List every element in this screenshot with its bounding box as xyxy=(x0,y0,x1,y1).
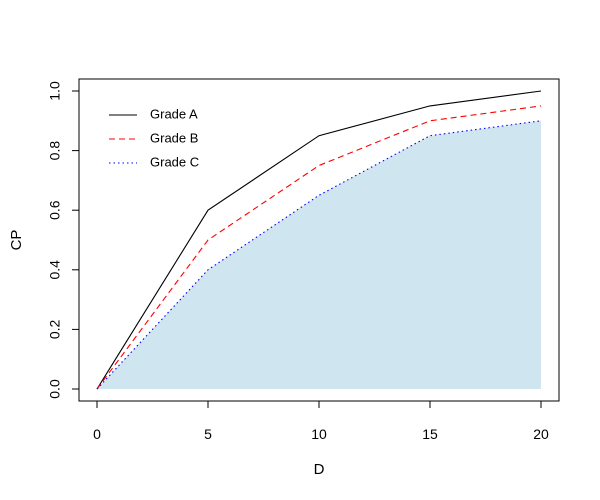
legend-label-grade-b: Grade B xyxy=(150,130,198,145)
shaded-area xyxy=(97,120,541,390)
y-tick-label: 0.2 xyxy=(47,319,63,339)
x-tick-label: 20 xyxy=(533,426,549,442)
series-line-grade-b xyxy=(96,105,542,390)
y-tick-label: 1.0 xyxy=(47,81,63,101)
legend-label-grade-a: Grade A xyxy=(150,106,198,121)
legend-label-grade-c: Grade C xyxy=(150,154,199,169)
series-lines-layer xyxy=(96,90,542,390)
legend: Grade A Grade B Grade C xyxy=(109,106,199,169)
series-line-grade-c xyxy=(96,120,542,390)
y-tick-label: 0.4 xyxy=(47,260,63,280)
x-tick-label: 0 xyxy=(93,426,101,442)
series-line-grade-a xyxy=(96,90,542,390)
axes-layer: 0 5 10 15 20 0.0 0.2 0.4 0.6 0.8 1.0 xyxy=(47,81,549,442)
x-axis-label: D xyxy=(314,461,325,478)
x-tick-label: 10 xyxy=(311,426,327,442)
x-tick-label: 5 xyxy=(204,426,212,442)
y-tick-label: 0.8 xyxy=(47,141,63,161)
shaded-area-layer xyxy=(97,120,541,390)
x-tick-label: 15 xyxy=(422,426,438,442)
y-tick-label: 0.0 xyxy=(47,379,63,399)
y-tick-label: 0.6 xyxy=(47,200,63,220)
y-axis-label: CP xyxy=(8,230,25,251)
